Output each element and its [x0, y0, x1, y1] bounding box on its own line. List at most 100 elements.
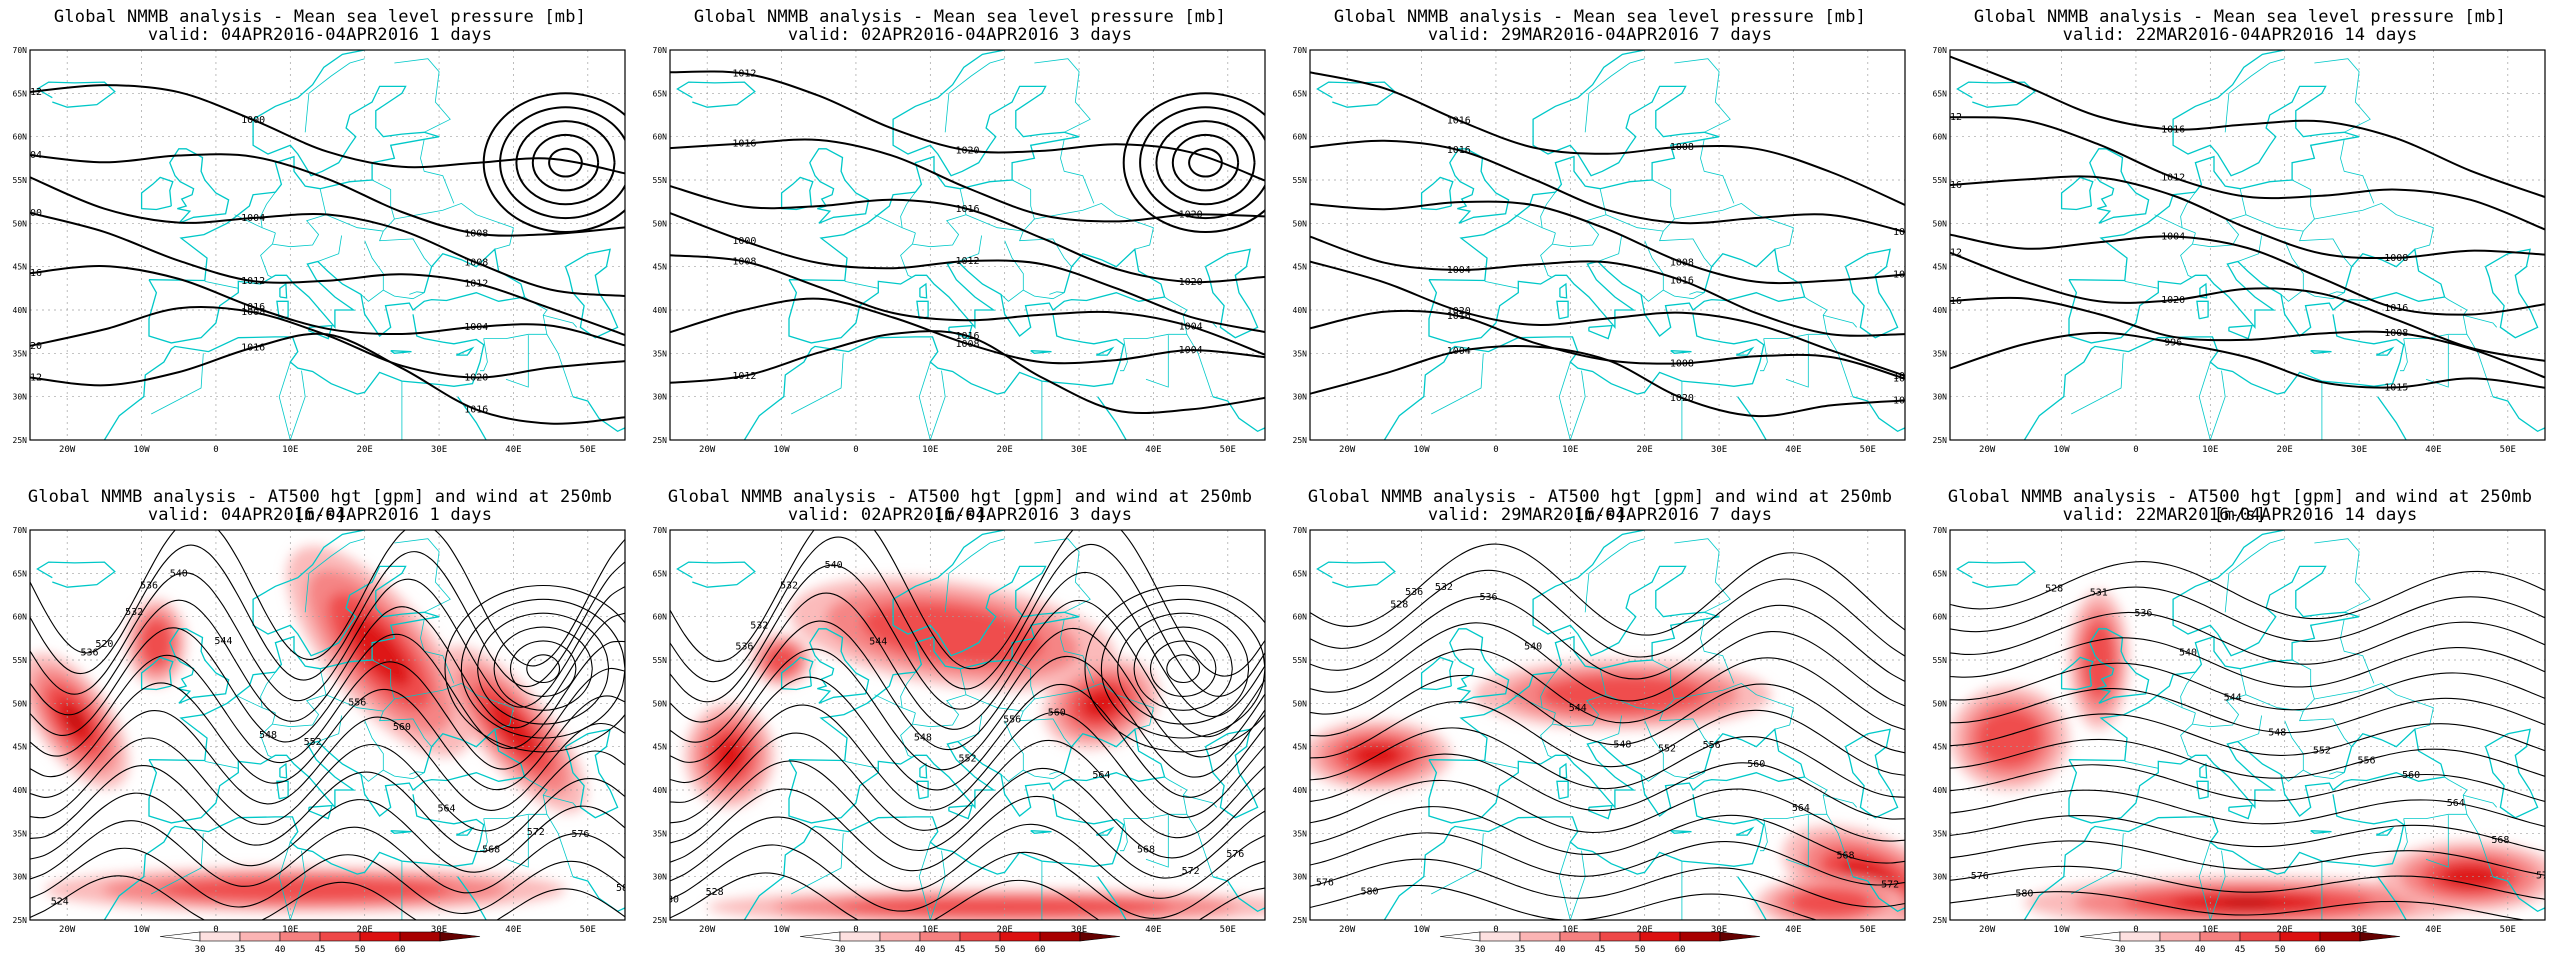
- contour-label: 556: [348, 697, 366, 708]
- lat-lon-grid: [670, 530, 1265, 920]
- contour-label: 1020: [464, 373, 488, 384]
- contour-label: 1008: [1670, 142, 1694, 153]
- map-frame: [29, 49, 626, 441]
- map-plot: 528 532 536 540 544 548 552 556 560 564 568 572 576 5…: [1293, 526, 1906, 955]
- lon-tick-label: 10W: [773, 445, 790, 455]
- lat-tick-label: 60N: [1293, 613, 1308, 622]
- contour-labels: 536 532 540 544 548 552 556 560 564 568 572 576 580 5…: [670, 560, 1244, 905]
- lat-tick-label: 35N: [1293, 349, 1308, 358]
- contour-label: 1016: [955, 331, 979, 342]
- colorbar-tick-label: 45: [315, 945, 326, 955]
- lat-tick-label: 60N: [1933, 613, 1948, 622]
- lat-tick-label: 25N: [13, 916, 28, 925]
- lat-tick-label: 45N: [13, 743, 28, 752]
- lat-tick-label: 50N: [13, 219, 28, 228]
- map-plot: 996 1008 1012 1004 1008 1012 1016 1015 1016 1020 1…: [1933, 46, 2546, 455]
- lat-tick-label: 40N: [1933, 306, 1948, 315]
- contour-label: 572: [2536, 870, 2554, 881]
- contour-label: 556: [1003, 715, 1021, 726]
- contour-label: 1016: [241, 302, 265, 313]
- lon-tick-label: 10W: [133, 445, 150, 455]
- lat-tick-label: 60N: [653, 613, 668, 622]
- panel-valid-period: valid: 22MAR2016-04APR2016 14 days: [2062, 505, 2418, 525]
- contour-label: 568: [482, 845, 500, 856]
- contour-label: 1004: [1179, 321, 1203, 332]
- contour-label: 528: [706, 887, 724, 898]
- lat-tick-label: 55N: [653, 656, 668, 665]
- contour-label: 1012: [1938, 112, 1962, 123]
- lat-tick-label: 40N: [13, 306, 28, 315]
- map-plot: 1004100810001004100810121016102010241020…: [1293, 46, 1917, 455]
- lat-lon-grid: [1310, 530, 1905, 920]
- contour-label: 544: [1569, 703, 1587, 714]
- contour-label: 1016: [1938, 180, 1962, 191]
- lat-tick-label: 50N: [13, 699, 28, 708]
- panel-valid-period: valid: 02APR2016-04APR2016 3 days: [787, 505, 1133, 525]
- contours: [30, 530, 625, 920]
- contour-label: 556: [2357, 755, 2375, 766]
- contour-label: 1000: [18, 208, 42, 219]
- colorbar-tick-label: 60: [395, 945, 406, 955]
- contours: [1310, 71, 1905, 418]
- panel-title: Global NMMB analysis - AT500 hgt [gpm] a…: [27, 487, 613, 525]
- lon-tick-label: 0: [2133, 445, 2138, 455]
- map-frame: [1949, 529, 2546, 921]
- contour-label: 568: [2491, 835, 2509, 846]
- lat-tick-label: 25N: [13, 436, 28, 445]
- lat-tick-label: 70N: [1933, 526, 1948, 535]
- contour-label: 1024: [1893, 374, 1917, 385]
- lat-tick-label: 70N: [653, 46, 668, 55]
- lat-tick-label: 25N: [1933, 436, 1948, 445]
- lat-tick-label: 55N: [1293, 656, 1308, 665]
- contour-label: 544: [869, 637, 887, 648]
- lat-tick-label: 50N: [653, 219, 668, 228]
- wind-colorbar: 30 35 40 45 50 60: [2079, 931, 2401, 955]
- contours: [1950, 55, 2545, 389]
- lon-tick-label: 20W: [1339, 445, 1356, 455]
- wind-shading: [1310, 660, 1905, 920]
- contour-label: 572: [1182, 866, 1200, 877]
- contour-labels: 1012 1008 1004 1000 1016 1020 1012 1016 1004 1008…: [732, 68, 1202, 381]
- lat-tick-label: 30N: [13, 393, 28, 402]
- contour-label: 1012: [2161, 172, 2185, 183]
- lat-tick-label: 65N: [1933, 89, 1948, 98]
- lat-tick-label: 25N: [1933, 916, 1948, 925]
- contour-label: 1016: [241, 343, 265, 354]
- contour-label: 1016: [1447, 115, 1471, 126]
- contour-labels: 528 531 536 540 544 548 552 556 560 564 568 572 576 5…: [1971, 584, 2554, 900]
- contour-label: 548: [914, 733, 932, 744]
- lat-tick-label: 30N: [1293, 393, 1308, 402]
- lon-tick-label: 20E: [1637, 925, 1653, 935]
- wind-shading: [1950, 590, 2545, 920]
- contour-label: 1012: [1893, 395, 1917, 406]
- lon-tick-label: 40E: [505, 925, 521, 935]
- lat-tick-label: 65N: [13, 569, 28, 578]
- colorbar-tick-label: 45: [955, 945, 966, 955]
- contour-label: 1020: [18, 341, 42, 352]
- panel-valid-period: valid: 22MAR2016-04APR2016 14 days: [2062, 25, 2418, 45]
- contour-label: 540: [170, 569, 188, 580]
- map-panel-mslp-1d: Global NMMB analysis - Mean sea level pr…: [0, 0, 640, 480]
- contour-label: 552: [304, 737, 322, 748]
- panel-title: Global NMMB analysis - AT500 hgt [gpm] a…: [1947, 487, 2533, 525]
- lon-tick-label: 50E: [2500, 925, 2516, 935]
- lat-tick-label: 35N: [653, 349, 668, 358]
- lat-tick-label: 50N: [1293, 699, 1308, 708]
- lon-tick-label: 30E: [1071, 445, 1087, 455]
- lat-tick-label: 70N: [653, 526, 668, 535]
- wind-colorbar: 30 35 40 45 50 60: [1439, 931, 1761, 955]
- lat-tick-label: 60N: [1293, 133, 1308, 142]
- contour-labels: 528 532 536 540 544 548 552 556 560 564 568 572 576 5…: [1316, 582, 1899, 897]
- colorbar-tick-label: 40: [275, 945, 286, 955]
- colorbar-tick-label: 30: [835, 945, 846, 955]
- lon-tick-label: 0: [2133, 925, 2138, 935]
- contour-label: 540: [2179, 647, 2197, 658]
- colorbar-tick-label: 40: [2195, 945, 2206, 955]
- contour-label: 532: [780, 581, 798, 592]
- colorbar-tick-label: 50: [995, 945, 1006, 955]
- map-frame: [669, 529, 1266, 921]
- map-panel-z500-3d: Global NMMB analysis - AT500 hgt [gpm] a…: [640, 480, 1280, 960]
- lat-tick-label: 55N: [1293, 176, 1308, 185]
- contour-label: 560: [2402, 770, 2420, 781]
- contour-label: 1004: [1179, 345, 1203, 356]
